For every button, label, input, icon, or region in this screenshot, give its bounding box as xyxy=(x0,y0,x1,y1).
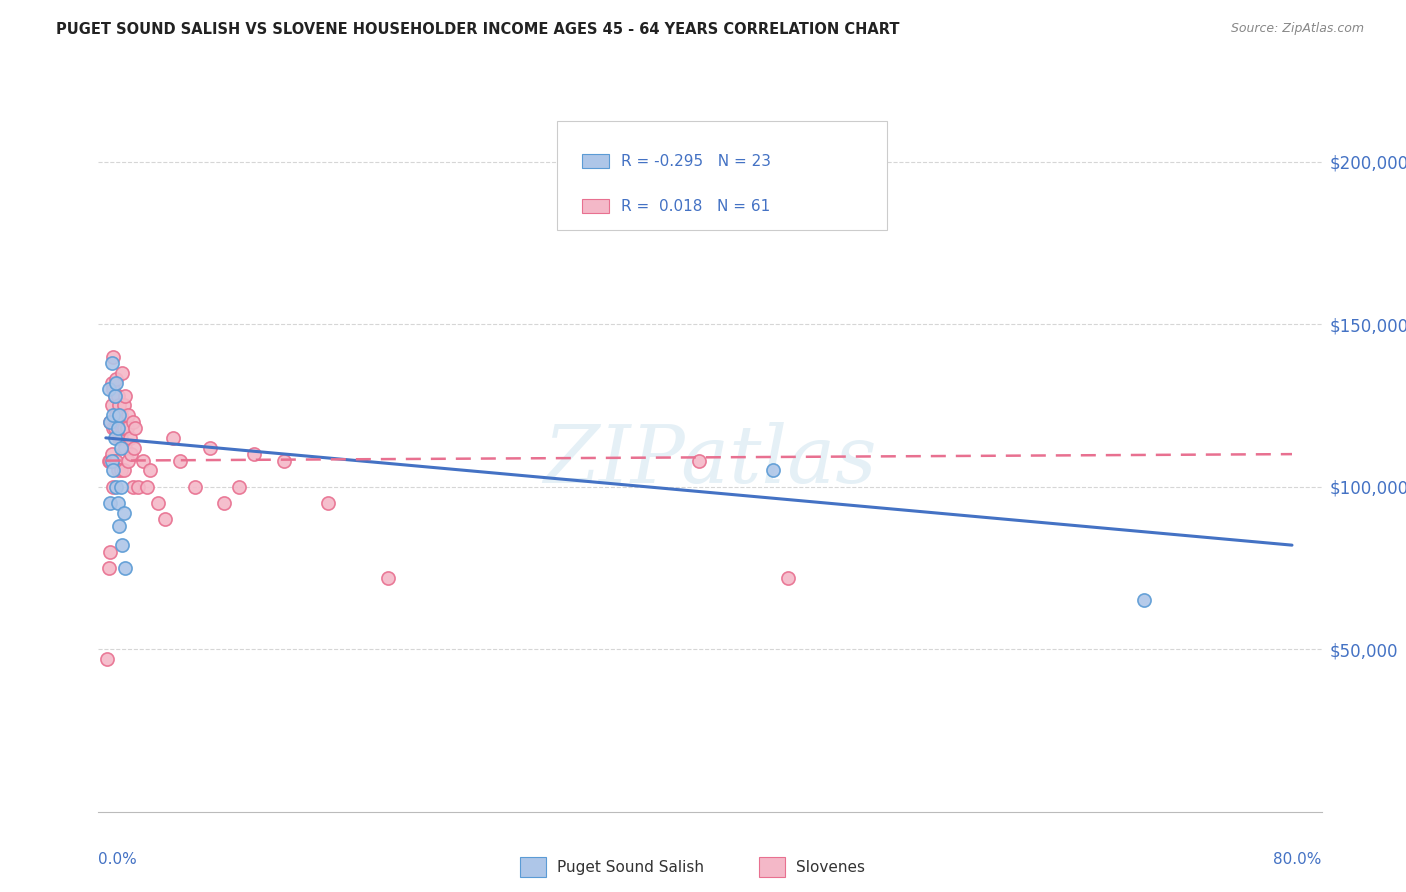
Point xyxy=(122,441,145,455)
Point xyxy=(121,480,143,494)
Point xyxy=(98,415,121,429)
Point xyxy=(103,463,125,477)
Point xyxy=(97,453,120,467)
Text: Source: ZipAtlas.com: Source: ZipAtlas.com xyxy=(1230,22,1364,36)
Point xyxy=(112,463,135,477)
Point xyxy=(136,480,159,494)
Point xyxy=(112,398,135,412)
Point xyxy=(107,421,129,435)
Text: 0.0%: 0.0% xyxy=(98,852,138,867)
Text: R =  0.018   N = 61: R = 0.018 N = 61 xyxy=(620,199,770,214)
Point xyxy=(98,415,121,429)
Point xyxy=(117,408,139,422)
Point xyxy=(103,421,125,435)
Point xyxy=(228,480,250,494)
Point xyxy=(162,431,184,445)
Point xyxy=(112,506,135,520)
Point xyxy=(1132,593,1154,607)
Point xyxy=(121,415,143,429)
Point xyxy=(103,408,125,422)
Point xyxy=(377,571,399,585)
Point xyxy=(146,496,169,510)
Point xyxy=(110,463,132,477)
Point xyxy=(104,389,127,403)
Point xyxy=(114,561,136,575)
FancyBboxPatch shape xyxy=(582,154,609,168)
Point xyxy=(111,421,134,435)
Point xyxy=(103,350,125,364)
Point xyxy=(111,366,134,380)
Point xyxy=(118,431,141,445)
Point xyxy=(103,480,125,494)
Point xyxy=(114,441,136,455)
Point xyxy=(198,441,221,455)
Point xyxy=(111,538,134,552)
Point xyxy=(108,518,131,533)
Point xyxy=(243,447,266,461)
Point xyxy=(316,496,339,510)
Point xyxy=(776,571,799,585)
Point xyxy=(688,453,710,467)
FancyBboxPatch shape xyxy=(582,199,609,213)
Point xyxy=(97,561,120,575)
Point xyxy=(127,480,149,494)
Point xyxy=(96,652,118,666)
Text: Slovenes: Slovenes xyxy=(796,860,865,874)
Point xyxy=(100,453,122,467)
Point xyxy=(107,421,129,435)
Point xyxy=(110,480,132,494)
Text: Puget Sound Salish: Puget Sound Salish xyxy=(557,860,704,874)
Point xyxy=(169,453,191,467)
Point xyxy=(105,376,128,390)
Point xyxy=(104,453,127,467)
Point xyxy=(98,544,121,558)
Point xyxy=(100,376,122,390)
Point xyxy=(115,421,138,435)
Point xyxy=(98,496,121,510)
Point xyxy=(100,356,122,370)
Point xyxy=(117,453,139,467)
Point xyxy=(107,496,129,510)
Point xyxy=(107,389,129,403)
Point xyxy=(184,480,207,494)
Point xyxy=(110,408,132,422)
Point xyxy=(108,408,131,422)
Point xyxy=(132,453,155,467)
Point xyxy=(104,421,127,435)
Point xyxy=(105,453,128,467)
Point xyxy=(273,453,295,467)
Point xyxy=(97,382,120,396)
Point xyxy=(214,496,236,510)
Point xyxy=(762,463,785,477)
Point xyxy=(105,480,128,494)
Point xyxy=(100,447,122,461)
Point xyxy=(104,389,127,403)
Point xyxy=(103,382,125,396)
Point xyxy=(98,453,121,467)
Point xyxy=(100,398,122,412)
Text: ZIPatlas: ZIPatlas xyxy=(543,422,877,500)
Text: 80.0%: 80.0% xyxy=(1274,852,1322,867)
Point xyxy=(105,372,128,386)
Point xyxy=(124,421,146,435)
Point xyxy=(153,512,176,526)
Text: R = -0.295   N = 23: R = -0.295 N = 23 xyxy=(620,153,770,169)
FancyBboxPatch shape xyxy=(557,120,887,230)
Point xyxy=(104,431,127,445)
Point xyxy=(105,408,128,422)
Point xyxy=(107,463,129,477)
Point xyxy=(108,431,131,445)
Point xyxy=(114,389,136,403)
Point xyxy=(120,447,142,461)
Text: PUGET SOUND SALISH VS SLOVENE HOUSEHOLDER INCOME AGES 45 - 64 YEARS CORRELATION : PUGET SOUND SALISH VS SLOVENE HOUSEHOLDE… xyxy=(56,22,900,37)
Point xyxy=(110,441,132,455)
Point xyxy=(112,421,135,435)
Point xyxy=(139,463,162,477)
Point xyxy=(110,431,132,445)
Point xyxy=(108,398,131,412)
